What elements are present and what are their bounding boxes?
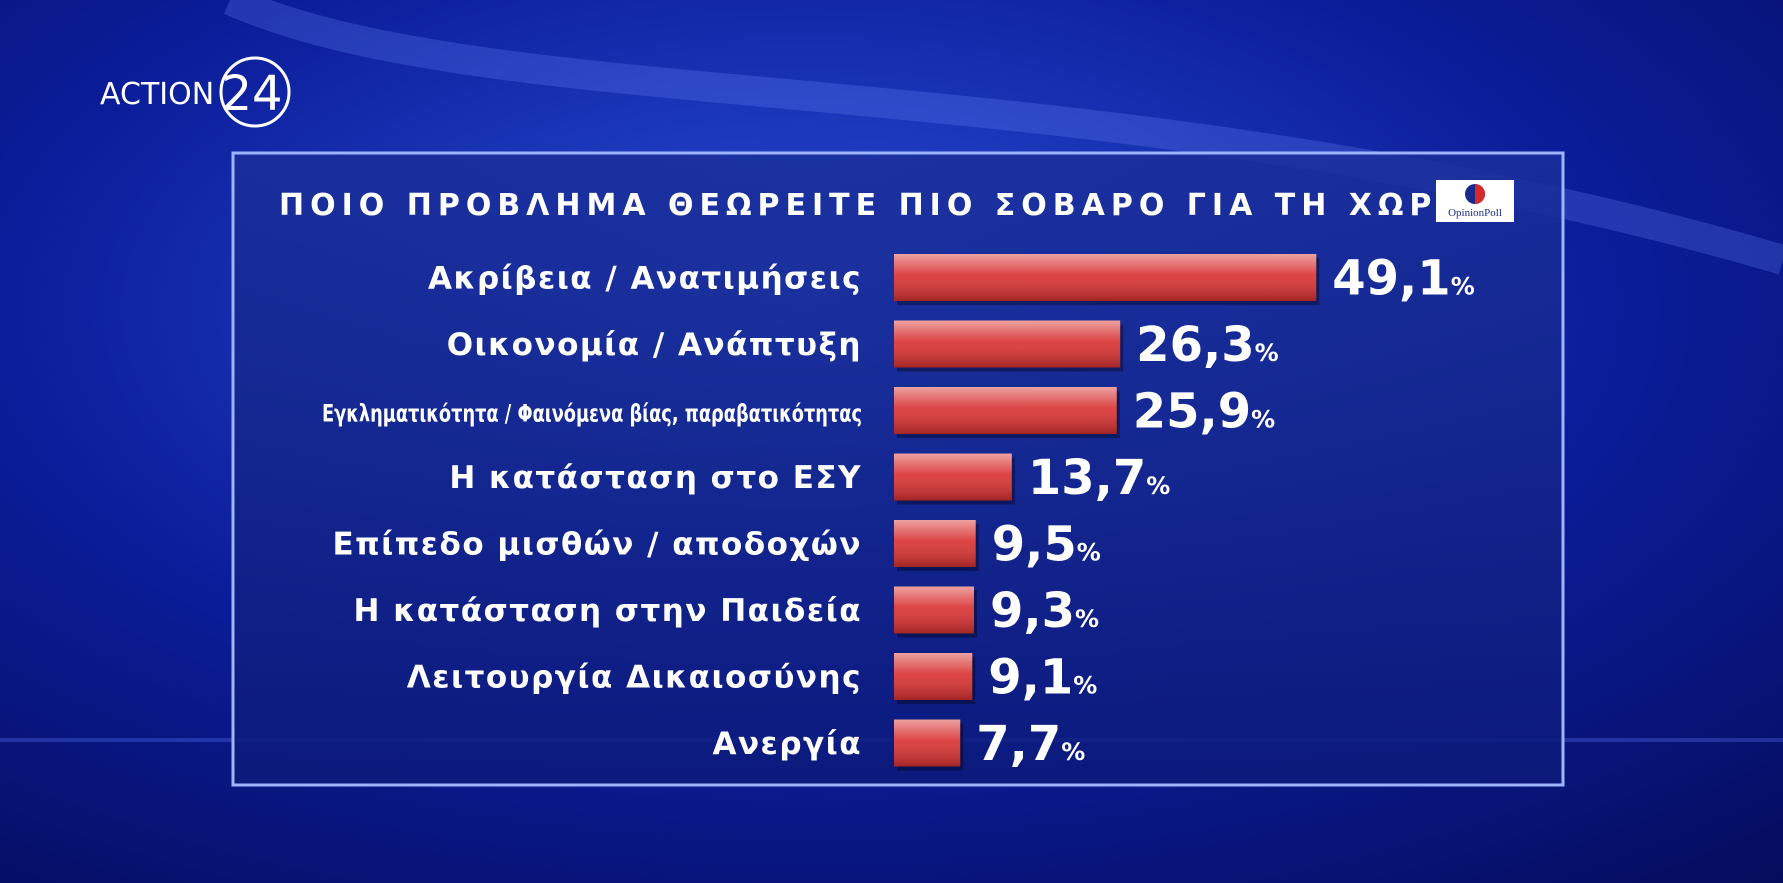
source-logo-half xyxy=(1475,184,1485,204)
value-label: 9,1% xyxy=(988,650,1097,706)
chart-title: ΠΟΙΟ ΠΡΟΒΛΗΜΑ ΘΕΩΡΕΙΤΕ ΠΙΟ ΣΟΒΑΡΟ ΓΙΑ ΤΗ… xyxy=(279,188,1485,223)
logo-number: 24 xyxy=(221,66,282,122)
value-unit: % xyxy=(1061,738,1085,766)
value-label: 49,1% xyxy=(1332,251,1474,307)
source-logo: OpinionPoll xyxy=(1436,180,1514,222)
value-number: 49,1 xyxy=(1332,251,1450,307)
value-label: 9,3% xyxy=(990,583,1099,639)
bar-shine xyxy=(894,586,974,634)
bar-shine xyxy=(894,387,1117,434)
value-number: 7,7 xyxy=(976,716,1061,772)
value-unit: % xyxy=(1073,672,1097,700)
value-number: 9,5 xyxy=(992,517,1077,573)
value-number: 13,7 xyxy=(1028,450,1146,506)
logo-name: ACTION xyxy=(100,77,214,112)
value-unit: % xyxy=(1255,339,1279,367)
value-unit: % xyxy=(1075,605,1099,633)
bar-shine xyxy=(894,453,1012,501)
value-unit: % xyxy=(1146,472,1170,500)
category-label: Η κατάσταση στην Παιδεία xyxy=(353,593,862,629)
channel-logo: ACTION 24 xyxy=(100,56,291,128)
category-label: Ανεργία xyxy=(712,726,862,762)
bar-shine xyxy=(894,320,1121,368)
value-unit: % xyxy=(1251,406,1275,434)
value-unit: % xyxy=(1077,539,1101,567)
category-label: Επίπεδο μισθών / αποδοχών xyxy=(332,527,862,563)
category-label: Λειτουργία Δικαιοσύνης xyxy=(407,660,862,696)
category-label: Εγκληματικότητα / Φαινόμενα βίας, παραβα… xyxy=(322,400,862,428)
value-label: 7,7% xyxy=(976,716,1085,772)
value-label: 26,3% xyxy=(1136,317,1278,373)
logo-ring xyxy=(219,56,291,128)
source-logo-text: OpinionPoll xyxy=(1448,207,1502,219)
category-label: Η κατάσταση στο ΕΣΥ xyxy=(449,460,862,496)
value-number: 9,1 xyxy=(988,650,1073,706)
category-label: Ακρίβεια / Ανατιμήσεις xyxy=(428,261,862,297)
value-label: 9,5% xyxy=(992,517,1101,573)
value-number: 25,9 xyxy=(1133,384,1251,440)
value-number: 9,3 xyxy=(990,583,1075,639)
bar-shine xyxy=(894,254,1317,301)
bar-shine xyxy=(894,719,961,767)
category-label: Οικονομία / Ανάπτυξη xyxy=(447,327,862,363)
bar-shine xyxy=(894,520,976,567)
value-label: 25,9% xyxy=(1133,384,1275,440)
value-unit: % xyxy=(1451,273,1475,301)
value-label: 13,7% xyxy=(1028,450,1170,506)
bar-shine xyxy=(894,653,973,700)
value-number: 26,3 xyxy=(1136,317,1254,373)
